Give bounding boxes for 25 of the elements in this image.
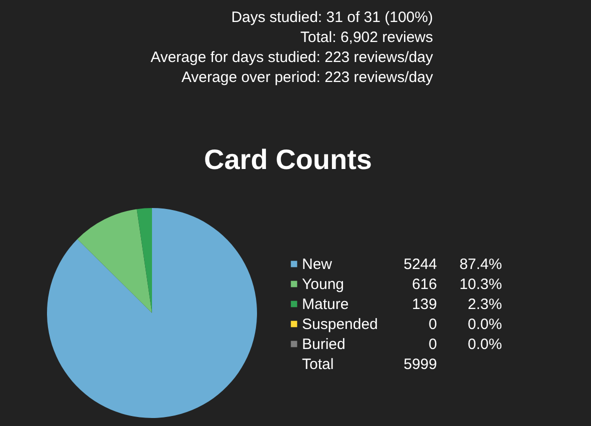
text: Average for days studied: 223 reviews/day	[150, 49, 434, 66]
legend-label: Mature	[302, 296, 349, 313]
pie-slice	[47, 208, 257, 418]
text: Total: 6,902 reviews	[300, 29, 433, 46]
text: 5999	[404, 356, 437, 373]
data-label: 5244	[404, 256, 437, 273]
data-label: 616	[412, 276, 437, 293]
legend-label: Buried	[302, 336, 346, 353]
pie-slice	[77, 209, 152, 313]
text: 0	[428, 316, 437, 333]
text: Average over period: 223 reviews/day	[181, 69, 434, 86]
chart-title: Card Counts	[204, 144, 372, 175]
text: Total	[302, 356, 334, 373]
text: 0	[428, 336, 437, 353]
data-label: 139	[412, 296, 437, 313]
text: Days studied: 31 of 31 (100%)	[231, 9, 433, 26]
text: 2.3%	[468, 296, 502, 313]
text: 87.4%	[459, 256, 502, 273]
pie-slice	[136, 208, 152, 313]
legend-label: New	[302, 256, 332, 273]
text: 10.3%	[459, 276, 502, 293]
text: 0.0%	[468, 316, 502, 333]
legend-label: Young	[302, 276, 344, 293]
text: 0.0%	[468, 336, 502, 353]
legend-label: Suspended	[302, 316, 378, 333]
